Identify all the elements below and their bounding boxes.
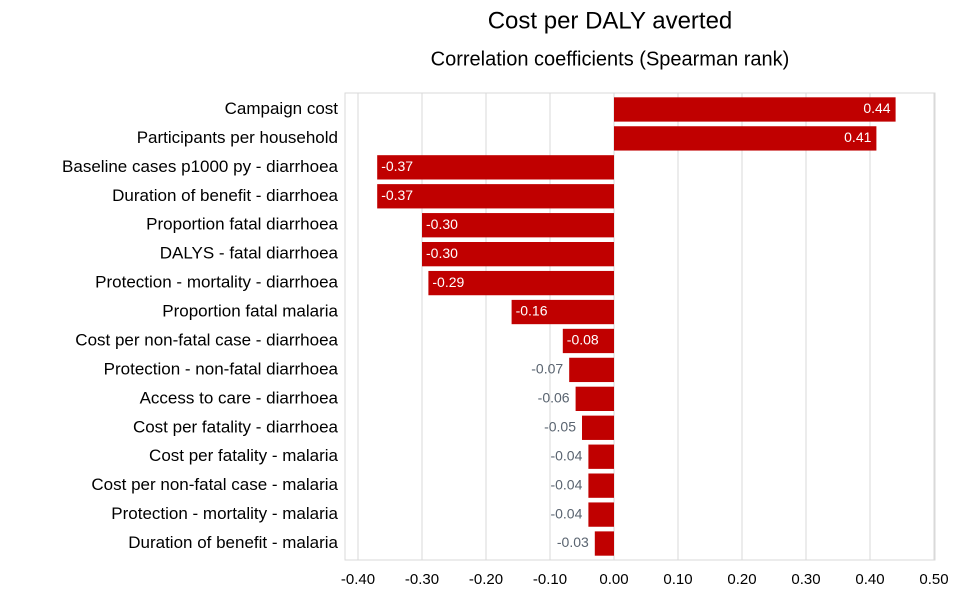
x-tick-label: 0.20 <box>727 571 756 588</box>
data-label: -0.08 <box>567 332 599 348</box>
data-label: -0.30 <box>426 216 458 232</box>
x-tick-label: 0.40 <box>855 571 884 588</box>
y-tick-label: Campaign cost <box>225 99 339 118</box>
data-label: -0.29 <box>432 274 464 290</box>
data-label: -0.37 <box>381 158 413 174</box>
y-tick-label: Cost per non-fatal case - diarrhoea <box>75 330 338 349</box>
y-tick-label: Protection - mortality - malaria <box>111 504 338 523</box>
y-tick-label: Duration of benefit - malaria <box>128 533 338 552</box>
x-tick-label: -0.40 <box>341 571 375 588</box>
data-label: 0.41 <box>844 129 871 145</box>
bar <box>588 444 614 469</box>
y-tick-label: Protection - mortality - diarrhoea <box>95 273 338 292</box>
y-tick-label: Protection - non-fatal diarrhoea <box>104 359 339 378</box>
y-tick-label: Access to care - diarrhoea <box>140 388 339 407</box>
bar <box>511 299 614 325</box>
bar <box>422 213 614 238</box>
y-tick-label: Cost per fatality - diarrhoea <box>133 417 339 436</box>
y-tick-label: DALYS - fatal diarrhoea <box>160 244 339 263</box>
bar <box>377 155 614 180</box>
bar <box>588 473 614 498</box>
bar <box>575 386 614 411</box>
data-label: -0.04 <box>550 476 582 492</box>
bar <box>614 97 896 122</box>
chart-subtitle: Correlation coefficients (Spearman rank) <box>431 48 790 70</box>
y-tick-label: Participants per household <box>137 128 338 147</box>
x-tick-label: 0.10 <box>663 571 692 588</box>
data-label: -0.04 <box>550 505 582 521</box>
x-tick-label: 0.00 <box>599 571 628 588</box>
data-label: -0.06 <box>538 390 570 406</box>
y-tick-label: Baseline cases p1000 py - diarrhoea <box>62 157 338 176</box>
x-tick-label: -0.10 <box>533 571 567 588</box>
bar <box>614 126 877 151</box>
bar <box>422 242 614 267</box>
y-tick-label: Cost per fatality - malaria <box>149 446 338 465</box>
bar <box>377 184 614 209</box>
y-tick-label: Cost per non-fatal case - malaria <box>91 475 338 494</box>
chart-title: Cost per DALY averted <box>488 7 733 34</box>
plot-area <box>344 92 936 561</box>
bar <box>569 357 614 383</box>
data-label: -0.04 <box>550 447 582 463</box>
bar <box>562 328 614 354</box>
x-tick-label: -0.20 <box>469 571 503 588</box>
data-label: -0.07 <box>531 361 563 377</box>
bar <box>594 531 614 556</box>
data-label: -0.16 <box>516 303 548 319</box>
y-tick-label: Proportion fatal diarrhoea <box>146 215 338 234</box>
bar <box>582 415 614 440</box>
x-tick-label: -0.30 <box>405 571 439 588</box>
y-tick-label: Proportion fatal malaria <box>162 302 338 321</box>
data-label: -0.37 <box>381 187 413 203</box>
data-label: 0.44 <box>863 100 890 116</box>
y-tick-label: Duration of benefit - diarrhoea <box>112 186 338 205</box>
data-label: -0.30 <box>426 245 458 261</box>
data-label: -0.03 <box>557 534 589 550</box>
data-label: -0.05 <box>544 418 576 434</box>
bar <box>588 502 614 527</box>
x-tick-label: 0.30 <box>791 571 820 588</box>
bar <box>428 270 614 296</box>
x-tick-label: 0.50 <box>919 571 948 588</box>
